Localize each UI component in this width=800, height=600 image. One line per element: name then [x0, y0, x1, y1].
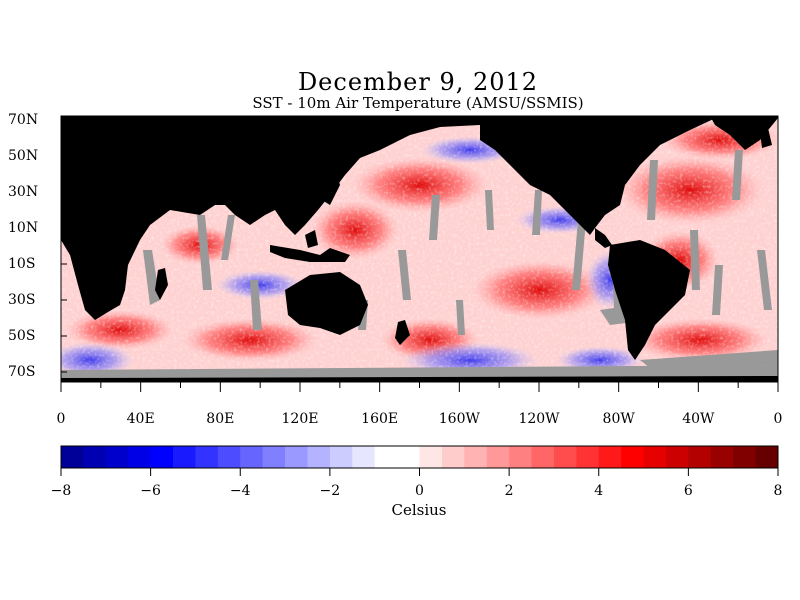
- colorbar-swatch: [665, 446, 689, 468]
- colorbar-swatch: [307, 446, 331, 468]
- colorbar-swatch: [329, 446, 353, 468]
- colorbar-label-5: 2: [504, 483, 514, 499]
- colorbar-swatch: [710, 446, 734, 468]
- colorbar-swatch: [352, 446, 376, 468]
- lat-label-10n: 10N: [8, 220, 39, 236]
- colorbar-swatch: [621, 446, 645, 468]
- lon-label-160w-5: 160W: [438, 411, 480, 427]
- lat-label-30s: 30S: [8, 292, 36, 308]
- colorbar-swatch: [240, 446, 264, 468]
- land-masses: [61, 116, 778, 382]
- map-subtitle: SST - 10m Air Temperature (AMSU/SSMIS): [252, 94, 584, 112]
- colorbar-swatch: [83, 446, 107, 468]
- land-antarctica: [61, 376, 778, 382]
- colorbar-swatch: [509, 446, 533, 468]
- colorbar-swatch: [61, 446, 84, 468]
- land-asia: [200, 116, 590, 235]
- colorbar-swatch: [262, 446, 286, 468]
- colorbar-swatch: [755, 446, 779, 468]
- lon-label-120e-3: 120E: [281, 411, 319, 427]
- lat-label-30n: 30N: [8, 184, 39, 200]
- lon-label-160e-4: 160E: [361, 411, 399, 427]
- lon-label-0-0: 0: [56, 411, 66, 427]
- colorbar-unit-label: Celsius: [391, 501, 447, 519]
- sst-anomaly-field: [61, 116, 778, 382]
- colorbar-label-1: −6: [140, 483, 161, 499]
- colorbar: [61, 446, 779, 468]
- colorbar-ticks: [60, 468, 779, 476]
- land-japan: [322, 168, 340, 205]
- colorbar-swatch: [195, 446, 219, 468]
- lon-label-80w-7: 80W: [602, 411, 635, 427]
- land-indonesia: [270, 245, 350, 262]
- land-madagascar: [155, 268, 168, 300]
- lon-label-80e-2: 80E: [206, 411, 235, 427]
- colorbar-swatch: [486, 446, 510, 468]
- colorbar-label-0: −8: [50, 483, 72, 499]
- lon-label-120w-6: 120W: [518, 411, 560, 427]
- lon-label-40e-1: 40E: [126, 411, 155, 427]
- colorbar-label-7: 6: [683, 483, 693, 499]
- colorbar-swatch: [285, 446, 308, 468]
- lat-label-70s: 70S: [8, 364, 36, 380]
- colorbar-label-4: 0: [415, 483, 424, 499]
- lon-label-40w-8: 40W: [682, 411, 715, 427]
- colorbar-swatch: [643, 446, 667, 468]
- colorbar-label-8: 8: [773, 483, 783, 499]
- map-title: December 9, 2012: [297, 68, 539, 96]
- land-greenland: [710, 116, 778, 150]
- colorbar-swatch: [464, 446, 488, 468]
- colorbar-swatch: [733, 446, 757, 468]
- colorbar-swatch: [374, 446, 398, 468]
- colorbar-swatch: [173, 446, 196, 468]
- land-australia: [285, 272, 368, 335]
- lat-label-10s: 10S: [8, 256, 36, 272]
- colorbar-swatch: [419, 446, 443, 468]
- colorbar-swatch: [553, 446, 577, 468]
- colorbar-swatch: [688, 446, 712, 468]
- colorbar-label-2: −4: [229, 483, 251, 499]
- land-north-america: [480, 116, 720, 235]
- lat-label-70n: 70N: [8, 112, 39, 128]
- land-new-zealand: [395, 320, 410, 345]
- colorbar-label-3: −2: [319, 483, 341, 499]
- colorbar-swatch: [441, 446, 465, 468]
- lat-label-50s: 50S: [8, 328, 36, 344]
- colorbar-swatch: [531, 446, 555, 468]
- colorbar-swatch: [105, 446, 129, 468]
- colorbar-swatch: [598, 446, 622, 468]
- colorbar-swatch: [150, 446, 174, 468]
- map-tick-marks: [60, 119, 779, 392]
- colorbar-label-6: 4: [594, 483, 604, 499]
- lat-label-50n: 50N: [8, 148, 39, 164]
- lon-label-0-9: 0: [773, 411, 783, 427]
- colorbar-swatch: [128, 446, 152, 468]
- colorbar-swatch: [217, 446, 241, 468]
- colorbar-swatch: [576, 446, 600, 468]
- colorbar-swatch: [397, 446, 420, 468]
- land-south-america: [608, 240, 690, 360]
